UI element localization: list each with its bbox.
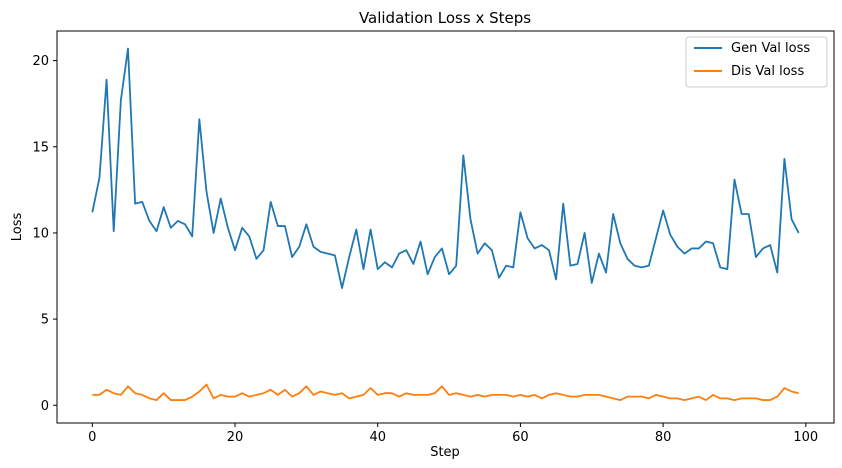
- plot-area: [56, 30, 835, 424]
- x-axis-ticks: 0 20 40 60 80 100: [88, 423, 818, 445]
- chart-title: Validation Loss x Steps: [359, 9, 531, 27]
- legend: Gen Val loss Dis Val loss: [685, 36, 828, 88]
- legend-label-dis-val-loss: Dis Val loss: [731, 64, 804, 79]
- series-layer: [91, 47, 800, 401]
- y-tick-label: 0: [41, 399, 49, 414]
- series-line-gen-val-loss: [91, 47, 800, 289]
- y-axis-ticks: 0 5 10 15 20: [32, 54, 57, 414]
- x-tick-label: 20: [227, 430, 244, 445]
- x-tick-label: 0: [88, 430, 96, 445]
- x-tick-label: 80: [655, 430, 672, 445]
- legend-box: [685, 36, 828, 88]
- y-axis-label: Loss: [10, 213, 25, 242]
- y-tick-label: 15: [32, 140, 49, 155]
- x-tick-label: 60: [512, 430, 529, 445]
- y-tick-label: 5: [41, 313, 49, 328]
- legend-label-gen-val-loss: Gen Val loss: [731, 41, 810, 56]
- y-tick-label: 20: [32, 54, 49, 69]
- plot-frame: [56, 30, 835, 424]
- x-axis-label: Step: [430, 445, 460, 460]
- series-line-dis-val-loss: [92, 383, 799, 401]
- x-tick-label: 100: [793, 430, 818, 445]
- x-tick-label: 40: [369, 430, 386, 445]
- y-tick-label: 10: [32, 226, 49, 241]
